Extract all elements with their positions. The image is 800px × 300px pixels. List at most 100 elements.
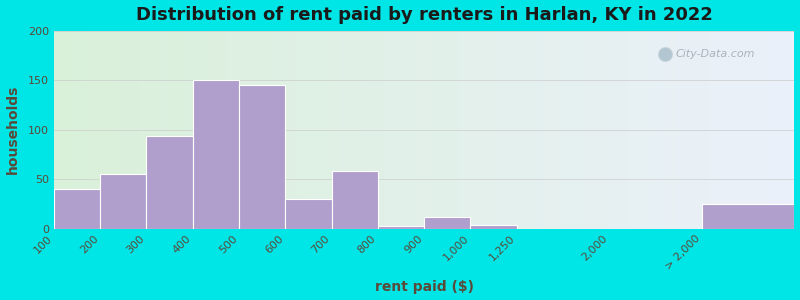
Bar bbox=[633, 31, 635, 229]
Bar bbox=[184, 31, 187, 229]
Bar bbox=[592, 31, 595, 229]
Bar bbox=[242, 31, 245, 229]
Bar bbox=[239, 31, 242, 229]
Bar bbox=[334, 31, 338, 229]
Bar bbox=[175, 31, 178, 229]
Bar bbox=[760, 31, 762, 229]
Bar bbox=[693, 31, 696, 229]
Bar bbox=[685, 31, 687, 229]
Bar bbox=[610, 31, 612, 229]
Bar bbox=[647, 31, 650, 229]
Bar bbox=[626, 31, 630, 229]
Bar bbox=[354, 31, 358, 229]
Bar bbox=[54, 31, 57, 229]
Bar bbox=[514, 31, 517, 229]
Bar bbox=[786, 31, 789, 229]
Bar bbox=[346, 31, 349, 229]
Bar bbox=[150, 31, 152, 229]
Bar bbox=[589, 31, 592, 229]
Bar bbox=[497, 31, 499, 229]
Bar bbox=[181, 31, 184, 229]
Bar bbox=[369, 31, 372, 229]
Bar bbox=[722, 31, 725, 229]
Bar bbox=[392, 31, 395, 229]
Bar bbox=[777, 31, 780, 229]
Bar bbox=[62, 31, 66, 229]
Bar bbox=[410, 31, 413, 229]
Bar bbox=[618, 31, 621, 229]
Bar bbox=[190, 31, 193, 229]
Bar bbox=[789, 31, 791, 229]
Bar bbox=[193, 80, 239, 229]
Bar bbox=[314, 31, 317, 229]
Bar bbox=[164, 31, 166, 229]
Bar bbox=[106, 31, 109, 229]
Bar bbox=[542, 31, 546, 229]
Bar bbox=[676, 31, 678, 229]
Bar bbox=[259, 31, 262, 229]
Bar bbox=[603, 31, 606, 229]
Bar bbox=[774, 31, 777, 229]
Bar bbox=[558, 31, 560, 229]
Bar bbox=[282, 31, 286, 229]
Bar bbox=[682, 31, 685, 229]
Bar bbox=[630, 31, 633, 229]
Bar bbox=[662, 31, 664, 229]
Bar bbox=[716, 31, 719, 229]
Bar bbox=[490, 31, 494, 229]
Bar bbox=[326, 31, 329, 229]
Bar bbox=[601, 31, 603, 229]
Y-axis label: households: households bbox=[6, 85, 19, 174]
Bar bbox=[670, 31, 673, 229]
Bar bbox=[418, 31, 422, 229]
Bar bbox=[771, 31, 774, 229]
Bar bbox=[447, 31, 450, 229]
Bar bbox=[300, 31, 302, 229]
Bar bbox=[57, 31, 60, 229]
Bar bbox=[126, 31, 129, 229]
Bar bbox=[422, 31, 424, 229]
Bar bbox=[317, 31, 320, 229]
Bar bbox=[352, 31, 354, 229]
Bar bbox=[531, 31, 534, 229]
Bar bbox=[494, 31, 497, 229]
Bar bbox=[146, 136, 193, 229]
Bar bbox=[198, 31, 202, 229]
Bar bbox=[239, 85, 286, 229]
Bar bbox=[658, 31, 662, 229]
Bar bbox=[450, 31, 453, 229]
Bar bbox=[141, 31, 143, 229]
Bar bbox=[710, 31, 714, 229]
Bar bbox=[166, 31, 170, 229]
Bar bbox=[696, 31, 699, 229]
Bar bbox=[537, 31, 540, 229]
Bar bbox=[470, 225, 517, 229]
Bar bbox=[248, 31, 250, 229]
Bar bbox=[225, 31, 227, 229]
Bar bbox=[728, 31, 731, 229]
Bar bbox=[664, 31, 667, 229]
Bar bbox=[384, 31, 386, 229]
Bar bbox=[731, 31, 734, 229]
Bar bbox=[60, 31, 62, 229]
Bar bbox=[742, 31, 746, 229]
Bar bbox=[641, 31, 644, 229]
Bar bbox=[551, 31, 554, 229]
Bar bbox=[286, 31, 288, 229]
Bar bbox=[442, 31, 445, 229]
Bar bbox=[381, 31, 384, 229]
Bar bbox=[673, 31, 676, 229]
Bar bbox=[123, 31, 126, 229]
Bar bbox=[236, 31, 239, 229]
Bar bbox=[386, 31, 390, 229]
Bar bbox=[329, 31, 331, 229]
Bar bbox=[769, 31, 771, 229]
Bar bbox=[222, 31, 225, 229]
Bar bbox=[118, 31, 121, 229]
Bar bbox=[109, 31, 112, 229]
Bar bbox=[719, 31, 722, 229]
Bar bbox=[748, 31, 751, 229]
X-axis label: rent paid ($): rent paid ($) bbox=[374, 280, 474, 294]
Bar bbox=[216, 31, 218, 229]
Bar bbox=[390, 31, 392, 229]
